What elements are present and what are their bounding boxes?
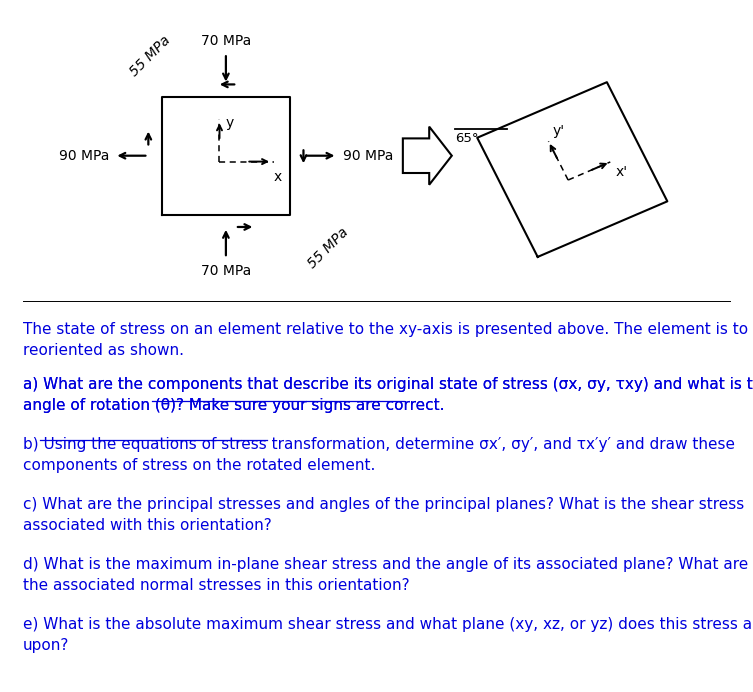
Text: 70 MPa: 70 MPa [201,34,251,48]
Text: The state of stress on an element relative to the xy-axis is presented above. Th: The state of stress on an element relati… [23,322,753,358]
Text: 65°: 65° [455,131,478,145]
Text: e) What is the absolute maximum shear stress and what plane (xy, xz, or yz) does: e) What is the absolute maximum shear st… [23,617,753,653]
Text: 90 MPa: 90 MPa [59,149,109,163]
Text: b) Using the equations of stress transformation, determine σx′, σy′, and τx′y′ a: b) Using the equations of stress transfo… [23,437,735,473]
Polygon shape [403,127,452,185]
Text: c) What are the principal stresses and angles of the principal planes? What is t: c) What are the principal stresses and a… [23,497,744,533]
Text: 55 MPa: 55 MPa [305,225,351,271]
Text: 55 MPa: 55 MPa [127,34,174,80]
Text: y': y' [552,124,564,138]
Text: d) What is the maximum in-plane shear stress and the angle of its associated pla: d) What is the maximum in-plane shear st… [23,557,748,593]
Text: a) What are the components that describe its original state of stress (σx, σy, τ: a) What are the components that describe… [23,377,753,413]
Text: y: y [225,116,233,130]
Text: 70 MPa: 70 MPa [201,264,251,277]
Text: x: x [273,170,282,184]
Text: 90 MPa: 90 MPa [343,149,393,163]
Text: a) What are the components that describe its original state of stress (σx, σy, τ: a) What are the components that describe… [23,377,753,413]
Text: x': x' [615,165,628,179]
